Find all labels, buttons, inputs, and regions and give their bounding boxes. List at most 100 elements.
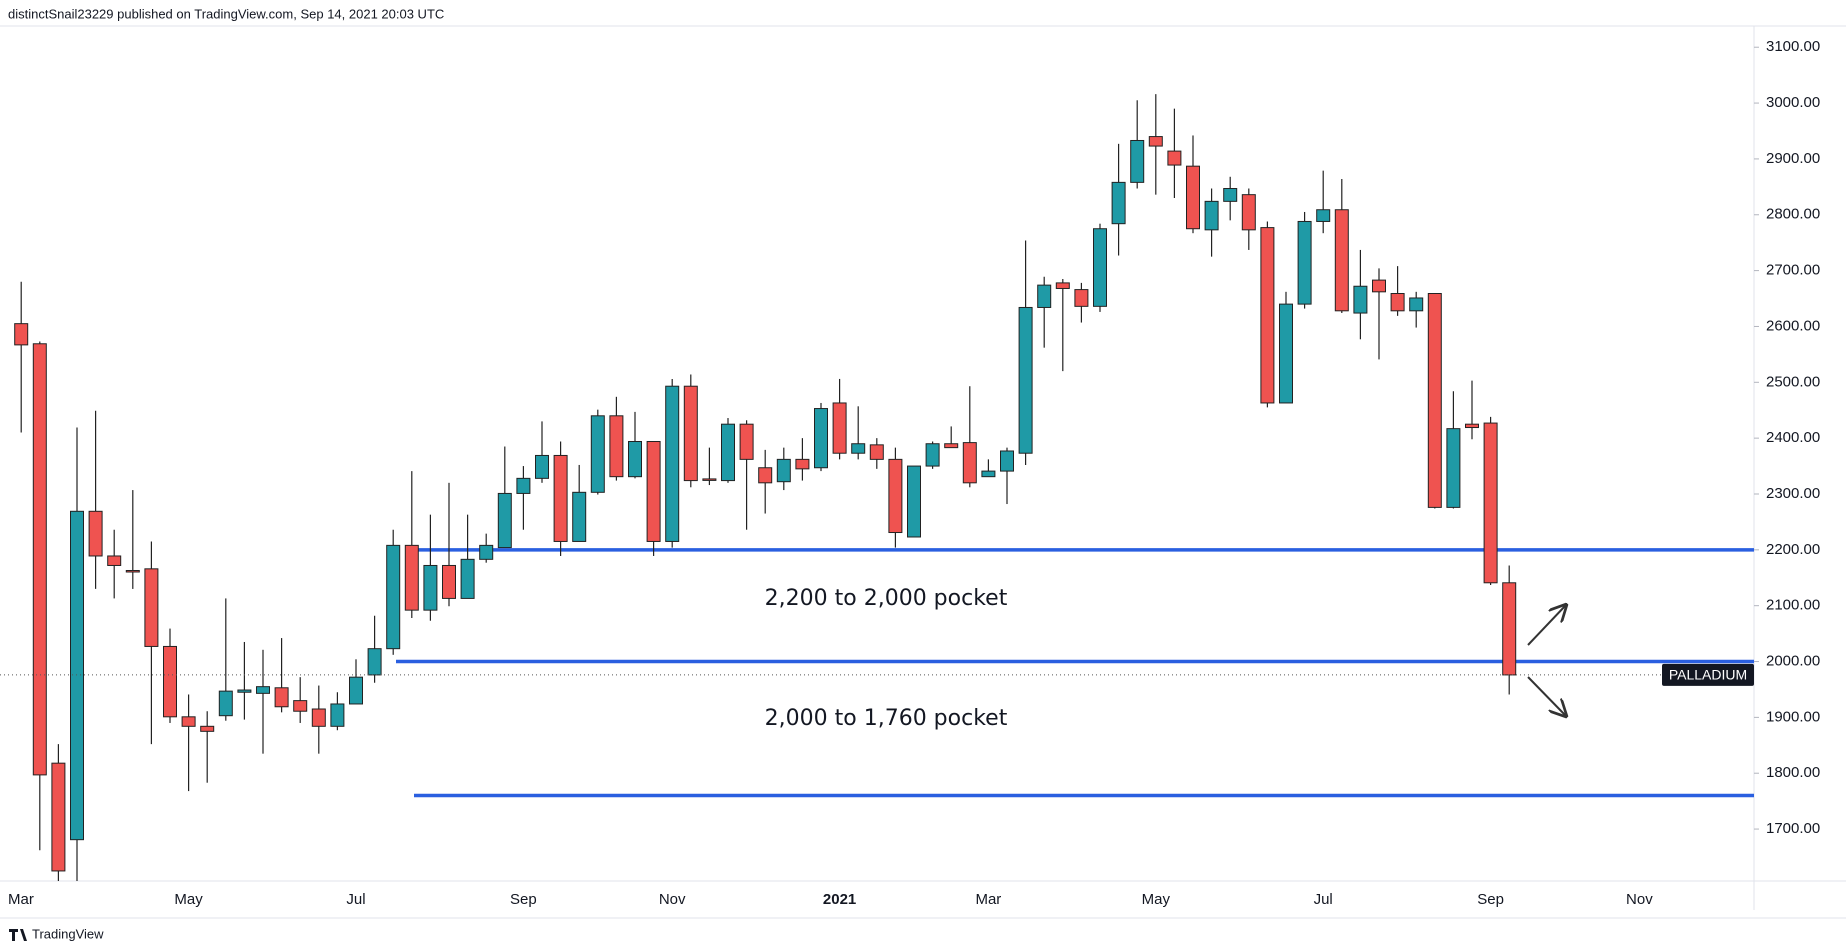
candle-body [609, 415, 624, 478]
arrow-up [1527, 605, 1566, 646]
x-tick-label: Nov [659, 891, 686, 908]
plot [14, 94, 1754, 881]
footer: TradingView [32, 926, 104, 941]
candle-body [1223, 188, 1238, 202]
candle-body [51, 762, 66, 872]
candle-body [218, 690, 233, 717]
candle-body [516, 477, 531, 494]
candle-body [1000, 450, 1014, 472]
candle-body [256, 686, 270, 694]
candle-body [460, 558, 475, 599]
candle-body [442, 564, 456, 599]
x-tick-label: Mar [975, 891, 1001, 908]
annotation: 2,200 to 2,000 pocket [765, 586, 1008, 611]
candle-body [293, 700, 308, 712]
candle-body [1427, 293, 1442, 508]
candle-body [925, 443, 940, 467]
candle-body [1372, 279, 1386, 293]
y-tick-label: 1800.00 [1766, 764, 1820, 781]
symbol-label-bg [1662, 663, 1754, 686]
candle-body [795, 458, 810, 470]
candle-body [1353, 285, 1368, 314]
y-tick-label: 2300.00 [1766, 485, 1820, 502]
candle-body [386, 544, 401, 650]
candle-body [107, 555, 122, 566]
candle-body [1204, 200, 1219, 231]
footer-logo [9, 929, 27, 941]
x-tick-label: May [1142, 891, 1171, 908]
candle-body [721, 423, 735, 482]
candle-body [1409, 297, 1424, 312]
candle-body [1279, 303, 1293, 404]
candle-body [274, 687, 289, 708]
candle-body [1241, 194, 1256, 231]
candle-body [70, 510, 84, 841]
candle-body [497, 492, 512, 549]
candle-body [330, 703, 345, 727]
candle-body [535, 454, 549, 479]
y-tick-label: 2200.00 [1766, 541, 1820, 558]
candle-body [1446, 428, 1461, 508]
candle-body [758, 467, 773, 484]
y-tick-label: 2800.00 [1766, 206, 1820, 223]
candle-body [1483, 422, 1498, 584]
y-tick-label: 3000.00 [1766, 94, 1820, 111]
candle-body [1093, 228, 1107, 307]
x-tick-label: Jul [1314, 891, 1333, 908]
x-tick-label: Jul [346, 891, 365, 908]
candle-body [1018, 306, 1033, 454]
y-tick-label: 2900.00 [1766, 150, 1820, 167]
y-tick-label: 1900.00 [1766, 708, 1820, 725]
candle-body [200, 725, 215, 732]
candle-body [1465, 423, 1479, 429]
y-tick-label: 2100.00 [1766, 597, 1820, 614]
y-tick-label: 3100.00 [1766, 38, 1820, 55]
y-tick-label: 2400.00 [1766, 429, 1820, 446]
candle-body [404, 544, 419, 611]
x-tick-label: May [174, 891, 203, 908]
candle-body [832, 402, 847, 454]
arrow-down [1527, 676, 1566, 716]
candle-body [739, 423, 754, 460]
annotation: 2,000 to 1,760 pocket [765, 706, 1008, 731]
candle-body [851, 443, 866, 454]
candle-body [814, 408, 828, 469]
candle-body [962, 442, 977, 484]
candle-body [1055, 282, 1070, 289]
candle-body [1111, 181, 1126, 225]
candle-body [1390, 293, 1405, 312]
candle-body [479, 544, 494, 560]
candle-body [32, 343, 47, 776]
candle-body [590, 415, 605, 493]
candle-body [628, 440, 642, 478]
candle-body [237, 689, 252, 693]
candle-body [888, 458, 903, 534]
candle-body [14, 323, 29, 346]
symbol-label: PALLADIUM [1669, 667, 1747, 683]
candle-body [907, 465, 921, 538]
candle-body [683, 385, 698, 482]
y-tick-label: 2000.00 [1766, 652, 1820, 669]
candle-body [869, 444, 884, 460]
y-tick-label: 2500.00 [1766, 373, 1820, 390]
candle-body [646, 440, 661, 542]
candle-body [181, 716, 196, 727]
candle-body [981, 470, 996, 478]
candle-body [1148, 136, 1163, 147]
x-tick-label: Sep [1477, 891, 1504, 908]
candle-body [702, 478, 717, 481]
candle-body [423, 564, 438, 611]
y-tick-label: 2600.00 [1766, 317, 1820, 334]
candle-body [144, 568, 159, 647]
x-tick-label: Sep [510, 891, 537, 908]
x-tick-label: Mar [8, 891, 34, 908]
candle-body [349, 676, 363, 705]
y-tick-label: 1700.00 [1766, 820, 1820, 837]
candle-body [163, 645, 177, 718]
candle-body [1130, 139, 1145, 183]
candle-body [367, 648, 382, 676]
candle-body [944, 443, 959, 449]
candle-body [553, 454, 568, 542]
